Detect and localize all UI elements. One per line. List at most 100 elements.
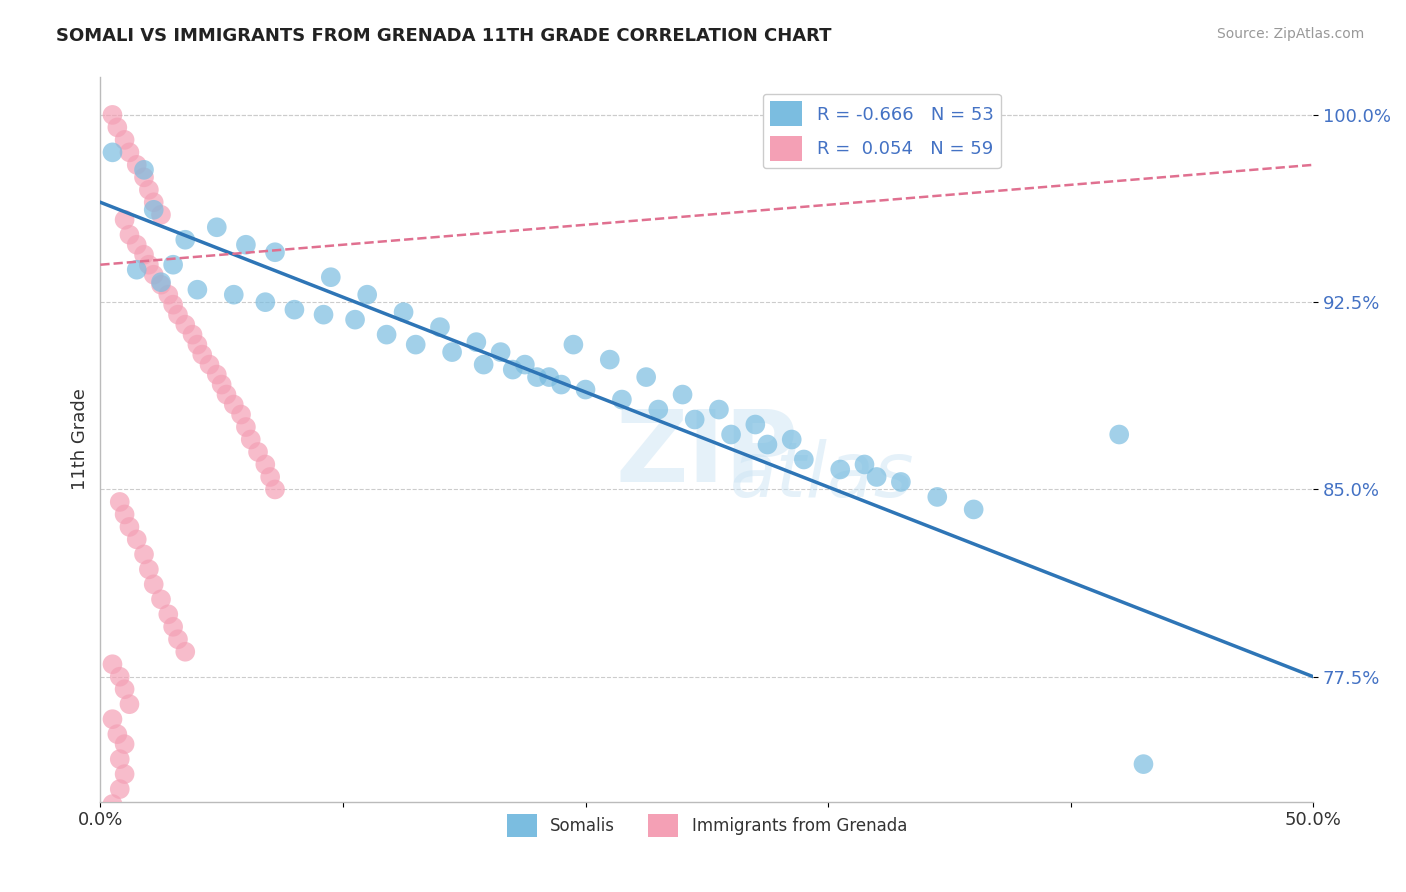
Point	[465, 335, 488, 350]
Point	[264, 483, 287, 497]
Point	[526, 370, 548, 384]
Point	[235, 237, 257, 252]
Point	[118, 520, 141, 534]
Point	[429, 320, 451, 334]
Point	[101, 712, 124, 726]
Point	[118, 227, 141, 242]
Point	[132, 170, 155, 185]
Point	[142, 577, 165, 591]
Point	[247, 445, 270, 459]
Point	[105, 120, 128, 135]
Point	[132, 248, 155, 262]
Point	[108, 670, 131, 684]
Point	[138, 258, 160, 272]
Point	[254, 458, 277, 472]
Point	[392, 305, 415, 319]
Point	[191, 348, 214, 362]
Point	[927, 490, 949, 504]
Point	[963, 502, 986, 516]
Point	[205, 220, 228, 235]
Y-axis label: 11th Grade: 11th Grade	[72, 389, 89, 491]
Text: Source: ZipAtlas.com: Source: ZipAtlas.com	[1216, 27, 1364, 41]
Point	[283, 302, 305, 317]
Point	[150, 592, 173, 607]
Point	[114, 767, 136, 781]
Point	[198, 358, 221, 372]
Legend: Somalis, Immigrants from Grenada: Somalis, Immigrants from Grenada	[501, 807, 914, 844]
Point	[830, 462, 852, 476]
Point	[441, 345, 464, 359]
Point	[105, 812, 128, 826]
Point	[574, 383, 596, 397]
Point	[125, 262, 148, 277]
Point	[356, 287, 378, 301]
Point	[132, 547, 155, 561]
Text: atlas: atlas	[730, 439, 914, 513]
Point	[375, 327, 398, 342]
Point	[671, 387, 693, 401]
Point	[636, 370, 658, 384]
Point	[312, 308, 335, 322]
Point	[211, 377, 233, 392]
Point	[707, 402, 730, 417]
Point	[181, 327, 204, 342]
Point	[319, 270, 342, 285]
Point	[890, 475, 912, 489]
Point	[405, 337, 427, 351]
Point	[215, 387, 238, 401]
Point	[853, 458, 876, 472]
Point	[138, 562, 160, 576]
Point	[562, 337, 585, 351]
Point	[150, 275, 173, 289]
Point	[186, 337, 208, 351]
Point	[793, 452, 815, 467]
Point	[105, 727, 128, 741]
Point	[114, 508, 136, 522]
Point	[344, 312, 367, 326]
Point	[235, 420, 257, 434]
Point	[756, 437, 779, 451]
Point	[101, 145, 124, 160]
Point	[108, 752, 131, 766]
Point	[142, 202, 165, 217]
Point	[550, 377, 572, 392]
Point	[162, 298, 184, 312]
Point	[610, 392, 633, 407]
Point	[599, 352, 621, 367]
Point	[132, 162, 155, 177]
Point	[229, 408, 252, 422]
Point	[114, 827, 136, 841]
Point	[174, 318, 197, 332]
Point	[101, 797, 124, 811]
Text: ZIP: ZIP	[616, 406, 799, 502]
Point	[489, 345, 512, 359]
Point	[114, 682, 136, 697]
Point	[142, 195, 165, 210]
Point	[205, 368, 228, 382]
Point	[647, 402, 669, 417]
Point	[472, 358, 495, 372]
Point	[150, 208, 173, 222]
Point	[780, 433, 803, 447]
Point	[114, 133, 136, 147]
Point	[1108, 427, 1130, 442]
Point	[174, 233, 197, 247]
Point	[125, 533, 148, 547]
Point	[513, 358, 536, 372]
Point	[259, 470, 281, 484]
Point	[1132, 757, 1154, 772]
Point	[264, 245, 287, 260]
Point	[502, 362, 524, 376]
Point	[157, 287, 180, 301]
Point	[239, 433, 262, 447]
Point	[108, 782, 131, 797]
Point	[865, 470, 887, 484]
Point	[683, 412, 706, 426]
Point	[142, 268, 165, 282]
Point	[101, 108, 124, 122]
Point	[222, 398, 245, 412]
Point	[114, 212, 136, 227]
Point	[186, 283, 208, 297]
Point	[162, 258, 184, 272]
Point	[125, 237, 148, 252]
